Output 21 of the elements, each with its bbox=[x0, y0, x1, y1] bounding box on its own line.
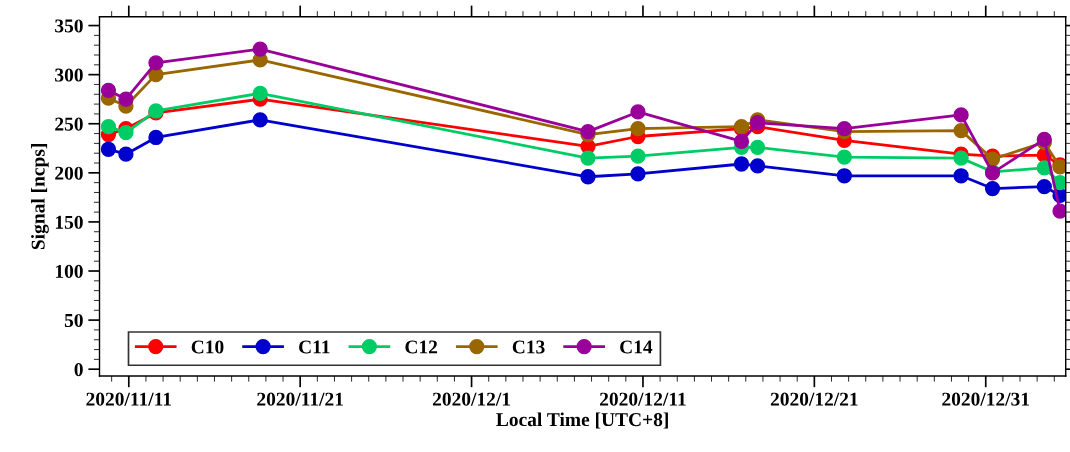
x-tick-label: 2020/12/1 bbox=[432, 392, 510, 406]
y-tick-label: 200 bbox=[55, 166, 83, 180]
y-tick-label: 100 bbox=[55, 264, 83, 278]
x-tick-label: 2020/12/11 bbox=[600, 392, 686, 406]
y-tick-label: 0 bbox=[74, 363, 83, 377]
legend-label: C12 bbox=[405, 340, 438, 354]
y-tick-label: 150 bbox=[55, 215, 83, 229]
x-tick-label: 2020/11/11 bbox=[86, 392, 172, 406]
legend-label: C10 bbox=[191, 340, 224, 354]
x-tick-label: 2020/12/21 bbox=[770, 392, 858, 406]
legend-label: C11 bbox=[299, 340, 330, 354]
y-axis-title: Signal [ncps] bbox=[31, 144, 49, 250]
x-tick-label: 2020/12/31 bbox=[942, 392, 1030, 406]
legend-label: C13 bbox=[512, 340, 545, 354]
y-tick-label: 250 bbox=[55, 117, 83, 131]
x-tick-label: 2020/11/21 bbox=[257, 392, 343, 406]
x-axis-title: Local Time [UTC+8] bbox=[496, 412, 668, 429]
legend-label: C14 bbox=[620, 340, 653, 354]
y-tick-label: 300 bbox=[55, 68, 83, 82]
y-tick-label: 50 bbox=[64, 313, 83, 328]
y-tick-label: 350 bbox=[55, 19, 83, 33]
